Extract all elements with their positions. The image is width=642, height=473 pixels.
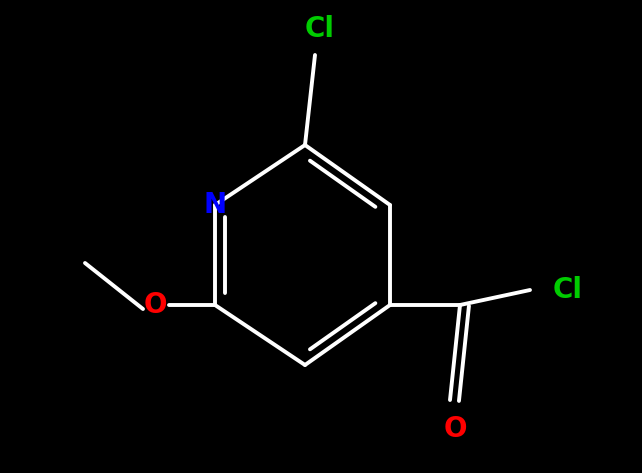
Text: O: O — [143, 291, 167, 319]
Text: N: N — [204, 191, 227, 219]
Text: O: O — [443, 415, 467, 443]
Text: Cl: Cl — [305, 15, 335, 43]
Text: Cl: Cl — [553, 276, 583, 304]
